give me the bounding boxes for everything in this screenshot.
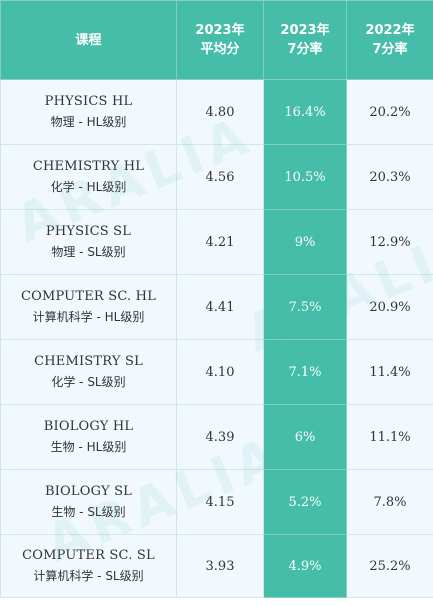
avg-score-2023-cell: 4.39: [176, 404, 264, 470]
header-rate-2022: 2022年 7分率: [346, 0, 433, 80]
table-header-row: 课程 2023年 平均分 2023年 7分率 2022年 7分率: [0, 0, 433, 80]
course-name-cn: 生物 - HL级别: [50, 440, 127, 454]
table-row: CHEMISTRY HL 化学 - HL级别 4.56 10.5% 20.3%: [0, 144, 433, 210]
seven-rate-2022-cell: 25.2%: [346, 534, 433, 598]
course-cell: CHEMISTRY HL 化学 - HL级别: [0, 144, 177, 210]
seven-rate-2023-cell: 9%: [263, 209, 347, 275]
table-row: COMPUTER SC. HL 计算机科学 - HL级别 4.41 7.5% 20.9%: [0, 274, 433, 340]
course-name-en: PHYSICS SL: [45, 224, 132, 239]
avg-score-2023-cell: 4.41: [176, 274, 264, 340]
seven-rate-2023-cell: 5.2%: [263, 469, 347, 535]
avg-score-2023-cell: 4.56: [176, 144, 264, 210]
avg-score-2023-cell: 4.21: [176, 209, 264, 275]
course-name-cn: 物理 - SL级别: [51, 245, 126, 259]
course-name-cn: 化学 - HL级别: [50, 180, 127, 194]
course-name-cn: 计算机科学 - SL级别: [33, 569, 144, 583]
course-name-cn: 化学 - SL级别: [51, 375, 126, 389]
avg-score-2023-cell: 4.80: [176, 79, 264, 145]
course-cell: COMPUTER SC. SL 计算机科学 - SL级别: [0, 534, 177, 598]
course-name-cn: 计算机科学 - HL级别: [32, 310, 145, 324]
course-cell: COMPUTER SC. HL 计算机科学 - HL级别: [0, 274, 177, 340]
avg-score-2023-cell: 4.10: [176, 339, 264, 405]
seven-rate-2022-cell: 20.2%: [346, 79, 433, 145]
table-row: CHEMISTRY SL 化学 - SL级别 4.10 7.1% 11.4%: [0, 339, 433, 405]
course-cell: CHEMISTRY SL 化学 - SL级别: [0, 339, 177, 405]
course-name-cn: 物理 - HL级别: [50, 115, 127, 129]
course-name-en: CHEMISTRY SL: [34, 354, 143, 369]
course-name-en: BIOLOGY SL: [44, 484, 133, 499]
course-name-en: PHYSICS HL: [44, 94, 133, 109]
seven-rate-2022-cell: 12.9%: [346, 209, 433, 275]
header-course: 课程: [0, 0, 177, 80]
seven-rate-2022-cell: 20.9%: [346, 274, 433, 340]
course-cell: BIOLOGY SL 生物 - SL级别: [0, 469, 177, 535]
table-row: COMPUTER SC. SL 计算机科学 - SL级别 3.93 4.9% 25.2%: [0, 534, 433, 598]
course-cell: BIOLOGY HL 生物 - HL级别: [0, 404, 177, 470]
avg-score-2023-cell: 3.93: [176, 534, 264, 598]
seven-rate-2023-cell: 4.9%: [263, 534, 347, 598]
course-name-en: CHEMISTRY HL: [32, 159, 145, 174]
course-name-en: COMPUTER SC. HL: [20, 289, 157, 304]
table-row: PHYSICS SL 物理 - SL级别 4.21 9% 12.9%: [0, 209, 433, 275]
avg-score-2023-cell: 4.15: [176, 469, 264, 535]
course-name-en: COMPUTER SC. SL: [22, 548, 155, 563]
course-cell: PHYSICS HL 物理 - HL级别: [0, 79, 177, 145]
course-cell: PHYSICS SL 物理 - SL级别: [0, 209, 177, 275]
seven-rate-2022-cell: 20.3%: [346, 144, 433, 210]
seven-rate-2023-cell: 7.1%: [263, 339, 347, 405]
seven-rate-2023-cell: 7.5%: [263, 274, 347, 340]
header-rate-2023: 2023年 7分率: [263, 0, 347, 80]
course-name-cn: 生物 - SL级别: [51, 505, 126, 519]
seven-rate-2022-cell: 11.4%: [346, 339, 433, 405]
seven-rate-2023-cell: 6%: [263, 404, 347, 470]
seven-rate-2023-cell: 10.5%: [263, 144, 347, 210]
course-name-en: BIOLOGY HL: [43, 419, 134, 434]
table-row: BIOLOGY HL 生物 - HL级别 4.39 6% 11.1%: [0, 404, 433, 470]
seven-rate-2023-cell: 16.4%: [263, 79, 347, 145]
seven-rate-2022-cell: 7.8%: [346, 469, 433, 535]
table-row: BIOLOGY SL 生物 - SL级别 4.15 5.2% 7.8%: [0, 469, 433, 535]
seven-rate-2022-cell: 11.1%: [346, 404, 433, 470]
header-avg-2023: 2023年 平均分: [176, 0, 264, 80]
table-row: PHYSICS HL 物理 - HL级别 4.80 16.4% 20.2%: [0, 79, 433, 145]
